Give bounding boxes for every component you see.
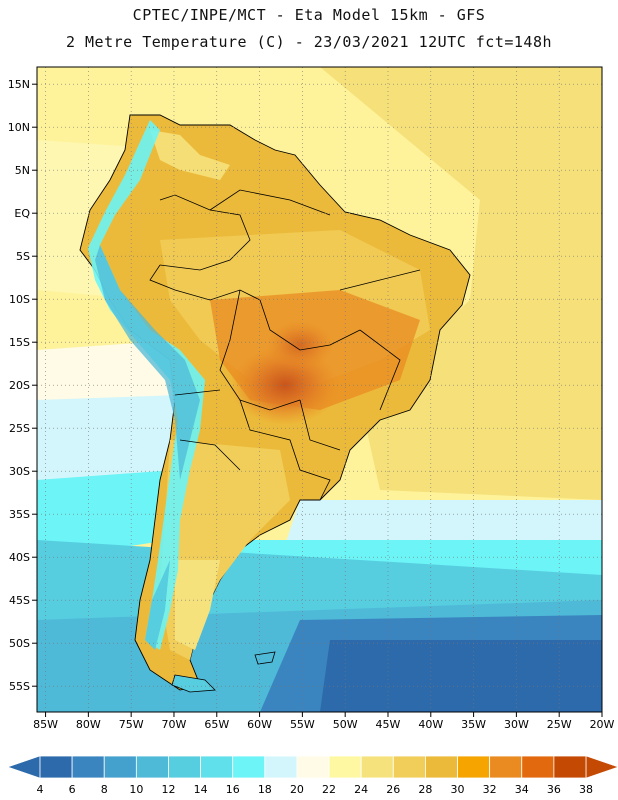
colorbar-label: 12 xyxy=(161,783,175,796)
lon-tick-label: 75W xyxy=(119,718,144,731)
colorbar-label: 32 xyxy=(483,783,497,796)
colorbar: 4 6 8 10 12 14 16 18 20 22 24 26 28 30 32 34 36 38 xyxy=(7,755,618,796)
lat-tick-label: 40S xyxy=(9,551,30,564)
lon-tick-label: 80W xyxy=(76,718,101,731)
lat-tick-label: 35S xyxy=(9,508,30,521)
lon-tick-label: 60W xyxy=(247,718,272,731)
colorbar-label: 38 xyxy=(579,783,593,796)
colorbar-label: 4 xyxy=(37,783,44,796)
colorbar-swatch xyxy=(39,755,73,779)
colorbar-swatch xyxy=(296,755,330,779)
lat-tick-label: 20S xyxy=(9,379,30,392)
colorbar-swatch xyxy=(328,755,362,779)
lon-tick-label: 85W xyxy=(33,718,58,731)
colorbar-label: 18 xyxy=(258,783,272,796)
colorbar-swatch xyxy=(232,755,266,779)
northern-highlands xyxy=(150,130,230,180)
lon-tick-label: 45W xyxy=(376,718,401,731)
lat-tick-label: 45S xyxy=(9,594,30,607)
colorbar-label: 6 xyxy=(69,783,76,796)
lon-tick-label: 25W xyxy=(547,718,572,731)
lat-tick-label: 5S xyxy=(16,250,30,263)
colorbar-swatch xyxy=(168,755,201,779)
lon-tick-label: 40W xyxy=(418,718,443,731)
colorbar-label: 10 xyxy=(129,783,143,796)
lon-tick-label: 55W xyxy=(290,718,315,731)
lon-tick-label: 70W xyxy=(162,718,187,731)
colorbar-label: 14 xyxy=(194,783,208,796)
chart-title: CPTEC/INPE/MCT - Eta Model 15km - GFS xyxy=(132,6,486,24)
lon-tick-label: 30W xyxy=(504,718,529,731)
colorbar-label: 22 xyxy=(322,783,336,796)
lon-tick-label: 50W xyxy=(333,718,358,731)
lat-tick-label: 55S xyxy=(9,680,30,693)
colorbar-low-arrow xyxy=(7,755,41,779)
lat-tick-label: 5N xyxy=(15,164,30,177)
andes-south xyxy=(145,560,170,650)
lat-tick-label: EQ xyxy=(14,207,30,220)
lat-tick-label: 10N xyxy=(8,121,30,134)
temperature-field xyxy=(37,67,602,712)
lat-tick-label: 10S xyxy=(9,293,30,306)
andes-high-peaks xyxy=(95,215,200,480)
colorbar-swatch xyxy=(425,755,458,779)
lon-tick-label: 20W xyxy=(590,718,615,731)
colorbar-swatch xyxy=(521,755,555,779)
lat-tick-label: 30S xyxy=(9,465,30,478)
colorbar-high-arrow xyxy=(585,755,618,779)
colorbar-swatch xyxy=(360,755,394,779)
colorbar-swatch xyxy=(200,755,234,779)
colorbar-label: 34 xyxy=(515,783,529,796)
ocean-band-coldest xyxy=(320,640,602,712)
colorbar-swatch xyxy=(457,755,491,779)
latitude-axis: 15N 10N 5N EQ 5S 10S 15S 20S 25S 30S 35S 40S 45S 50S 5… xyxy=(8,78,37,693)
colorbar-label: 36 xyxy=(547,783,561,796)
lat-tick-label: 50S xyxy=(9,637,30,650)
hot-core-north xyxy=(265,320,335,370)
falkland-islands xyxy=(254,651,276,665)
colorbar-label: 28 xyxy=(418,783,432,796)
colorbar-swatch xyxy=(135,755,169,779)
colorbar-label: 20 xyxy=(290,783,304,796)
colorbar-label: 30 xyxy=(451,783,465,796)
lat-tick-label: 15N xyxy=(8,78,30,91)
lon-tick-label: 65W xyxy=(204,718,229,731)
colorbar-swatch xyxy=(103,755,137,779)
colorbar-swatch xyxy=(264,755,298,779)
map-frame xyxy=(36,66,603,713)
lat-tick-label: 15S xyxy=(9,336,30,349)
patagonia-warm xyxy=(175,560,220,650)
colorbar-swatch xyxy=(553,755,587,779)
colorbar-label: 16 xyxy=(226,783,240,796)
colorbar-label: 8 xyxy=(101,783,108,796)
tierra-del-fuego xyxy=(171,674,216,693)
colorbar-swatch xyxy=(71,755,105,779)
colorbar-label: 26 xyxy=(386,783,400,796)
andes-cold-strip xyxy=(88,120,205,650)
chart-subtitle: 2 Metre Temperature (C) - 23/03/2021 12U… xyxy=(65,33,553,51)
ocean-band-cold xyxy=(37,470,175,560)
colorbar-swatch xyxy=(489,755,523,779)
colorbar-label: 24 xyxy=(354,783,368,796)
colorbar-swatch xyxy=(392,755,426,779)
longitude-axis: 85W 80W 75W 70W 65W 60W 55W 50W 45W 40W 35W 30W 25W 2… xyxy=(33,712,615,731)
lat-tick-label: 25S xyxy=(9,422,30,435)
lon-tick-label: 35W xyxy=(461,718,486,731)
